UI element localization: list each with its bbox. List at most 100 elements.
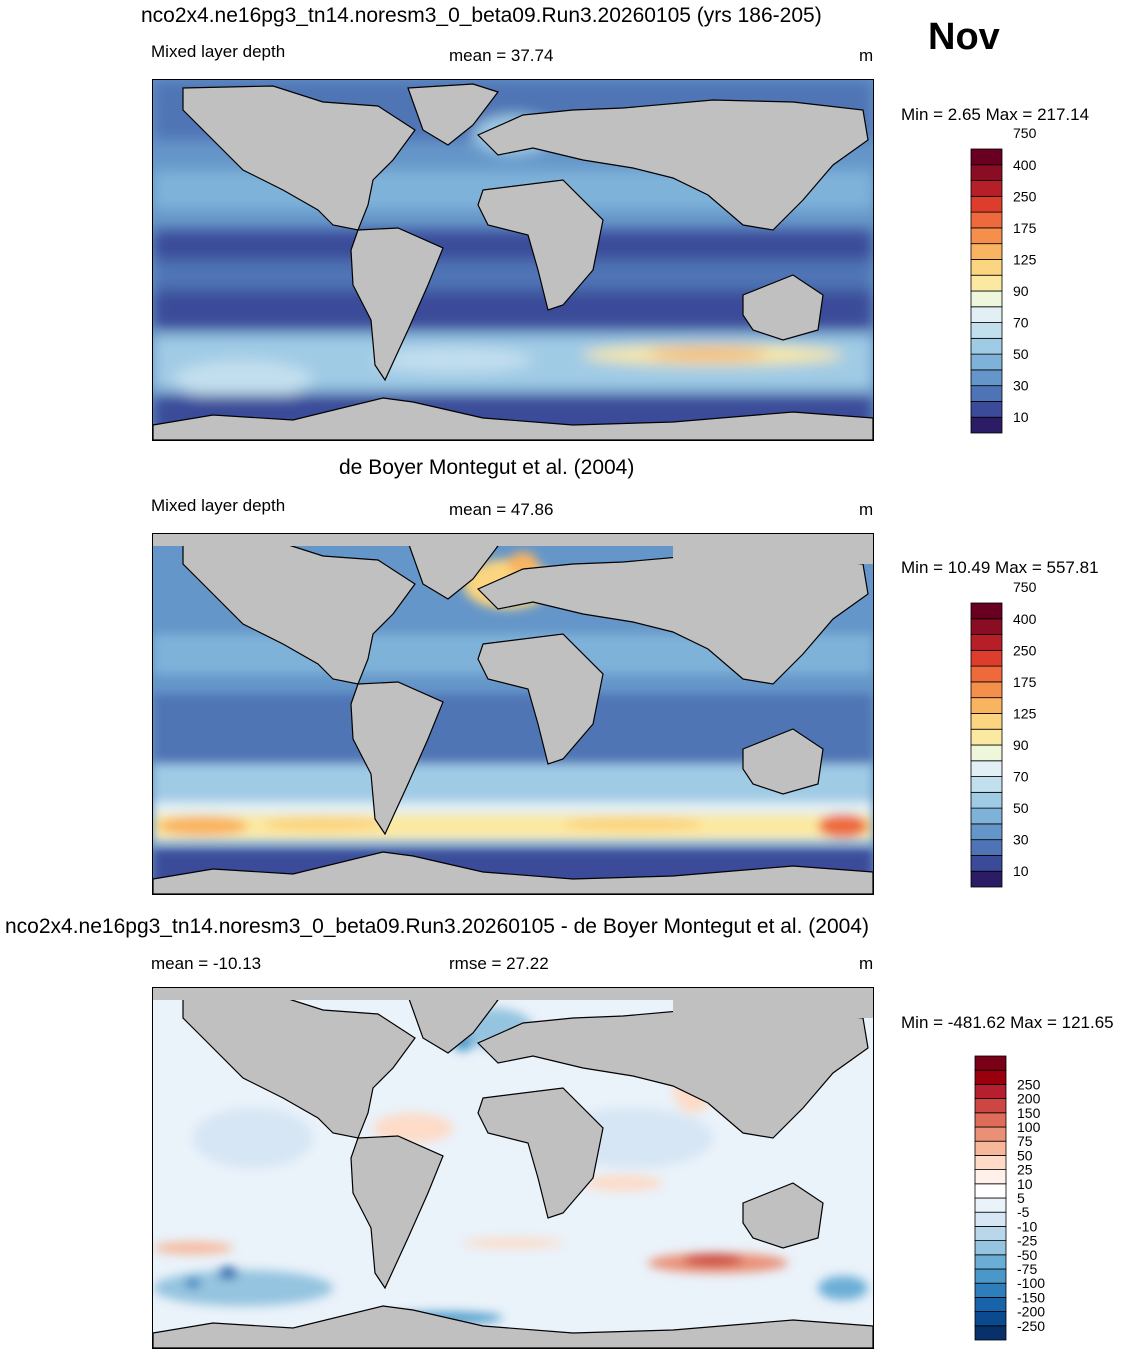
panel-3-land xyxy=(153,991,873,1348)
colorbar-tick-label: 125 xyxy=(1013,251,1037,267)
panel-1-title: nco2x4.ne16pg3_tn14.noresm3_0_beta09.Run… xyxy=(141,4,822,27)
colorbar-box xyxy=(970,148,1003,166)
colorbar-box xyxy=(970,369,1003,387)
colorbar-box xyxy=(974,1282,1007,1298)
colorbar-box xyxy=(970,870,1003,888)
colorbar-box xyxy=(970,211,1003,229)
colorbar-box xyxy=(970,776,1003,793)
colorbar-box xyxy=(970,823,1003,841)
panel-1-minmax-label: Min = 2.65 Max = 217.14 xyxy=(901,105,1090,124)
colorbar-box xyxy=(970,760,1003,777)
colorbar-tick-label: 400 xyxy=(1013,611,1037,627)
colorbar-tick-label: 30 xyxy=(1013,378,1029,394)
colorbar-box xyxy=(970,791,1003,809)
colorbar-box xyxy=(974,1169,1007,1185)
panel-1-units-label: m xyxy=(859,46,874,65)
colorbar-box xyxy=(970,337,1003,355)
colorbar-box xyxy=(974,1155,1007,1171)
panel-3-title: nco2x4.ne16pg3_tn14.noresm3_0_beta09.Run… xyxy=(5,915,869,938)
colorbar-box xyxy=(974,1083,1007,1099)
colorbar-box xyxy=(970,306,1003,323)
colorbar-tick-label: 10 xyxy=(1017,1176,1033,1192)
colorbar-tick-label: 30 xyxy=(1013,832,1029,848)
colorbar-box xyxy=(974,1311,1007,1327)
colorbar-tick-label: 90 xyxy=(1013,283,1029,299)
panel-2-colorbar: 10 30 50 70 90 125 175 250 400 750 xyxy=(970,579,1120,893)
colorbar-tick-label: 10 xyxy=(1013,863,1029,879)
colorbar-box xyxy=(974,1211,1007,1227)
colorbar-box xyxy=(974,1296,1007,1312)
panel-2-units-label: m xyxy=(859,500,874,519)
colorbar-tick-label: -5 xyxy=(1017,1204,1030,1220)
panel-3-units-label: m xyxy=(859,954,874,973)
colorbar-box xyxy=(970,322,1003,339)
colorbar-box xyxy=(970,713,1003,730)
colorbar-box xyxy=(970,401,1003,418)
colorbar-tick-label: 50 xyxy=(1013,346,1029,362)
colorbar-tick-label: 250 xyxy=(1013,188,1037,204)
panel-3-minmax-label: Min = -481.62 Max = 121.65 xyxy=(901,1013,1114,1032)
colorbar-tick-label: 250 xyxy=(1013,642,1037,658)
colorbar-box xyxy=(970,807,1003,825)
colorbar-box xyxy=(974,1225,1007,1241)
colorbar-tick-label: -100 xyxy=(1017,1275,1045,1291)
colorbar-box xyxy=(970,697,1003,714)
colorbar-box xyxy=(974,1197,1007,1213)
colorbar-box xyxy=(970,227,1003,245)
colorbar-tick-label: 10 xyxy=(1013,409,1029,425)
panel-3-map xyxy=(152,987,874,1349)
colorbar-box xyxy=(970,259,1003,276)
panel-2-land xyxy=(153,537,873,894)
colorbar-box xyxy=(970,728,1003,746)
colorbar-box xyxy=(970,243,1003,260)
colorbar-box xyxy=(974,1098,1007,1114)
colorbar-box xyxy=(970,274,1003,292)
panel-2-mean-label: mean = 47.86 xyxy=(449,500,554,519)
colorbar-box xyxy=(970,681,1003,699)
colorbar-tick-label: 125 xyxy=(1013,705,1037,721)
panel-1-map xyxy=(152,79,874,441)
colorbar-tick-label: 175 xyxy=(1013,220,1037,236)
colorbar-tick-label: 75 xyxy=(1017,1133,1033,1149)
colorbar-box xyxy=(970,649,1003,667)
colorbar-box xyxy=(974,1183,1007,1199)
colorbar-tick-label: 70 xyxy=(1013,769,1029,785)
colorbar-box xyxy=(970,744,1003,762)
colorbar-box xyxy=(970,385,1003,402)
colorbar-tick-label: -250 xyxy=(1017,1318,1045,1334)
colorbar-tick-label: -75 xyxy=(1017,1261,1037,1277)
colorbar-box xyxy=(970,618,1003,635)
colorbar-box xyxy=(970,416,1003,434)
colorbar-tick-label: 250 xyxy=(1017,1076,1041,1092)
colorbar-box xyxy=(970,665,1003,683)
colorbar-tick-label: -25 xyxy=(1017,1233,1037,1249)
panel-1-colorbar: 10 30 50 70 90 125 175 250 400 750 xyxy=(970,125,1120,439)
colorbar-tick-label: -150 xyxy=(1017,1289,1045,1305)
colorbar-tick-label: 750 xyxy=(1013,579,1037,595)
colorbar-tick-label: 100 xyxy=(1017,1119,1041,1135)
panel-2-title: de Boyer Montegut et al. (2004) xyxy=(339,456,635,479)
colorbar-box xyxy=(974,1140,1007,1156)
colorbar-tick-label: 400 xyxy=(1013,157,1037,173)
colorbar-box xyxy=(970,855,1003,872)
panel-1-mean-label: mean = 37.74 xyxy=(449,46,554,65)
colorbar-box xyxy=(970,353,1003,371)
panel-2-variable-label: Mixed layer depth xyxy=(151,496,286,515)
colorbar-box xyxy=(970,195,1003,213)
colorbar-tick-label: 150 xyxy=(1017,1105,1041,1121)
panel-3-mean-label: mean = -10.13 xyxy=(151,954,262,973)
colorbar-box xyxy=(974,1325,1007,1341)
colorbar-box xyxy=(970,839,1003,856)
panel-2-map xyxy=(152,533,874,895)
panel-3-colorbar: -250 -200 -150 -100 -75 -50 -25 -10 -5 5 10 25 50 75 1… xyxy=(974,1055,1124,1346)
colorbar-tick-label: 50 xyxy=(1013,800,1029,816)
colorbar-tick-label: 25 xyxy=(1017,1162,1033,1178)
colorbar-box xyxy=(970,164,1003,181)
colorbar-tick-label: 5 xyxy=(1017,1190,1025,1206)
colorbar-tick-label: 50 xyxy=(1017,1147,1033,1163)
colorbar-box xyxy=(974,1055,1007,1071)
colorbar-box xyxy=(970,180,1003,197)
colorbar-tick-label: 175 xyxy=(1013,674,1037,690)
panel-3-rmse-label: rmse = 27.22 xyxy=(449,954,549,973)
colorbar-box xyxy=(970,634,1003,651)
